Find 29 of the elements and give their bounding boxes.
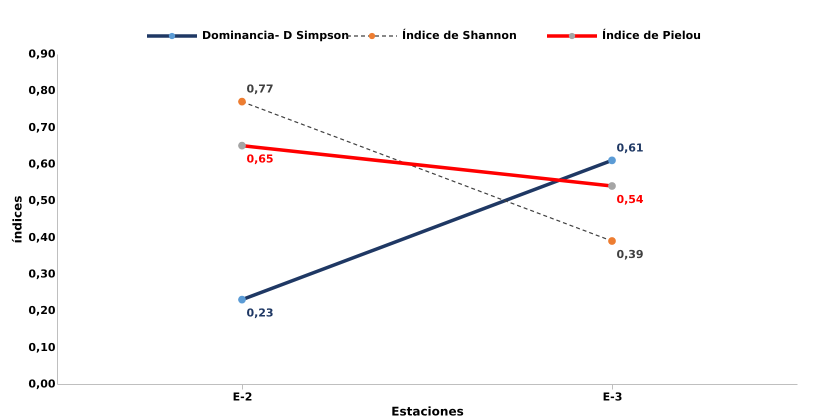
point — [238, 98, 246, 106]
x-axis-title: Estaciones — [391, 404, 464, 418]
point — [238, 296, 246, 304]
point — [608, 156, 616, 164]
point — [608, 182, 616, 190]
y-tick-label: 0,30 — [28, 268, 56, 280]
legend-label: Dominancia- D Simpson — [202, 29, 350, 42]
legend-label: Índice de Pielou — [602, 28, 701, 42]
y-tick-label: 0,90 — [28, 48, 56, 60]
data-label: 0,39 — [616, 248, 644, 261]
point — [608, 237, 616, 245]
y-tick-label: 0,00 — [28, 378, 56, 390]
data-label: 0,61 — [616, 141, 644, 154]
y-tick-label: 0,40 — [28, 230, 56, 244]
y-tick-label: 0,50 — [28, 194, 56, 208]
x-tick-label: E-3 — [602, 390, 622, 404]
y-axis-title: índices — [10, 196, 24, 244]
data-label: 0,77 — [246, 82, 274, 96]
data-label: 0,65 — [246, 152, 274, 166]
legend-label: Índice de Shannon — [402, 28, 517, 42]
y-tick-label: 0,10 — [28, 340, 56, 354]
y-tick-label: 0,80 — [28, 84, 56, 98]
y-tick-label: 0,20 — [28, 304, 56, 318]
point — [238, 142, 246, 150]
y-tick-label: 0,60 — [28, 158, 56, 170]
x-tick-label: E-2 — [232, 390, 252, 404]
data-label: 0,54 — [616, 193, 644, 206]
y-tick-label: 0,70 — [28, 120, 56, 134]
data-label: 0,23 — [246, 306, 274, 320]
